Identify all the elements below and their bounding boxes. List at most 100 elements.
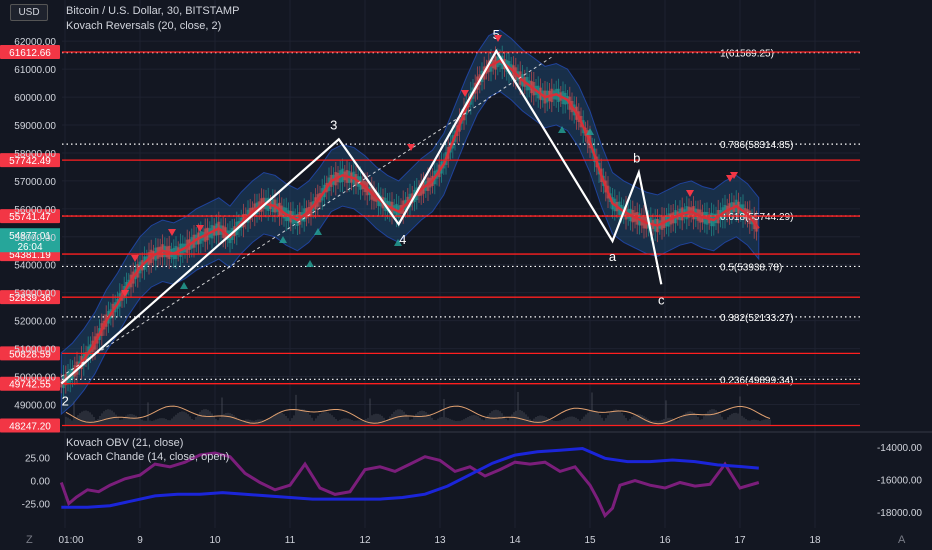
obv-tick-label: -16000.00 (877, 476, 922, 487)
fib-level-label: 0.5(53938.78) (720, 262, 782, 273)
wave-label: a (609, 249, 617, 264)
price-tick-label: 60000.00 (14, 93, 56, 104)
time-tick-label: 01:00 (58, 535, 83, 546)
fib-level-label: 1(61589.25) (720, 49, 774, 60)
timezone-icon[interactable]: Z (26, 534, 33, 546)
buy-marker (558, 126, 566, 133)
sell-marker (730, 172, 738, 179)
red-level-label: 48247.20 (9, 422, 51, 433)
volume-panel (65, 391, 771, 425)
time-tick-label: 18 (809, 535, 821, 546)
price-tick-label: 55000.00 (14, 233, 56, 244)
candle-body (59, 379, 63, 388)
chande-line (59, 451, 760, 519)
red-level-label: 54381.19 (9, 250, 51, 261)
buy-marker (180, 282, 188, 289)
buy-marker (394, 239, 402, 246)
reversal-markers (121, 35, 738, 297)
time-tick-label: 10 (209, 535, 221, 546)
buy-marker (279, 236, 287, 243)
red-level-label: 50828.59 (9, 349, 51, 360)
indicator-kovach-chande[interactable]: Kovach Chande (14, close, open) (66, 451, 230, 463)
obv-tick-label: -14000.00 (877, 443, 922, 454)
wave-label: 3 (330, 117, 337, 132)
price-tick-label: 58000.00 (14, 149, 56, 160)
indicator-kovach-obv[interactable]: Kovach OBV (21, close) (66, 437, 184, 449)
price-tick-label: 59000.00 (14, 121, 56, 132)
red-level-label: 61612.66 (9, 48, 51, 59)
red-level-badge (0, 209, 60, 224)
obv-line (61, 446, 759, 509)
price-tick-label: 56000.00 (14, 205, 56, 216)
red-level-label: 49742.55 (9, 380, 51, 391)
time-tick-label: 16 (659, 535, 671, 546)
indicator-kovach-reversals[interactable]: Kovach Reversals (20, close, 2) (66, 20, 222, 32)
wave-label: 2 (62, 394, 69, 409)
sell-marker (686, 190, 694, 197)
red-level-badge (0, 376, 60, 391)
red-levels: 61612.66 57742.49 55741.47 54381.19 52839.36… (0, 45, 860, 433)
fib-level-label: 0.236(49899.34) (720, 375, 793, 386)
current-price-countdown: 26:04 (17, 242, 42, 253)
wave-label: 5 (493, 27, 500, 42)
current-price-label: 54877.01 (9, 231, 51, 242)
obv-tick-label: -18000.00 (877, 508, 922, 519)
time-tick-label: 13 (434, 535, 446, 546)
time-tick-label: 17 (734, 535, 746, 546)
time-tick-label: 15 (584, 535, 596, 546)
red-level-badge (0, 290, 60, 305)
trendline (60, 56, 553, 377)
fib-level-label: 0.382(52133.27) (720, 313, 793, 324)
auto-scale-button[interactable]: A (898, 534, 906, 546)
chande-tick-label: 25.00 (25, 454, 50, 465)
sell-marker (726, 175, 734, 182)
price-tick-label: 49000.00 (14, 400, 56, 411)
sell-marker (494, 35, 502, 42)
price-line (60, 59, 760, 385)
price-tick-label: 53000.00 (14, 289, 56, 300)
sell-marker (131, 255, 139, 262)
buy-marker (586, 128, 594, 135)
fib-level-label: 0.618(55744.29) (720, 212, 793, 223)
buy-marker (314, 228, 322, 235)
sell-marker (168, 229, 176, 236)
red-level-badge (0, 418, 60, 433)
price-tick-label: 54000.00 (14, 261, 56, 272)
price-tick-label: 52000.00 (14, 317, 56, 328)
buy-marker (306, 260, 314, 267)
red-level-badge (0, 153, 60, 168)
wave-label: c (658, 292, 665, 307)
sell-marker (407, 144, 415, 151)
elliott-waves: 2 3 4 5 a b c (60, 27, 665, 409)
price-tick-label: 51000.00 (14, 345, 56, 356)
sell-marker (461, 90, 469, 97)
price-tick-label: 50000.00 (14, 373, 56, 384)
time-tick-label: 9 (137, 535, 143, 546)
oscillator-panel: 25.00 0.00 -25.00 -14000.00 -16000.00 -18000.… (22, 443, 923, 519)
wave-label: 4 (399, 232, 406, 247)
volume-ma-line (65, 405, 771, 425)
sell-marker (196, 225, 204, 232)
red-level-badge (0, 45, 60, 59)
chart-title: Bitcoin / U.S. Dollar, 30, BITSTAMP (66, 5, 240, 17)
sell-marker (121, 290, 129, 297)
current-price-badge (0, 228, 60, 253)
price-tick-label: 57000.00 (14, 177, 56, 188)
fib-levels: 1(61589.25) 0.786(58314.85) 0.618(55744.29… (62, 49, 860, 386)
red-level-badge (0, 346, 60, 361)
time-tick-label: 11 (285, 535, 296, 546)
chande-tick-label: -25.00 (22, 500, 51, 511)
price-tick-label: 62000.00 (14, 37, 56, 48)
wave-label: b (633, 151, 640, 166)
price-tick-label: 61000.00 (14, 65, 56, 76)
red-level-label: 55741.47 (9, 212, 51, 223)
time-tick-label: 14 (509, 535, 521, 546)
time-tick-label: 12 (359, 535, 371, 546)
chande-tick-label: 0.00 (31, 477, 51, 488)
wave-path (60, 48, 663, 385)
red-level-label: 52839.36 (9, 293, 51, 304)
currency-button[interactable]: USD (10, 4, 48, 21)
red-level-label: 57742.49 (9, 156, 51, 167)
